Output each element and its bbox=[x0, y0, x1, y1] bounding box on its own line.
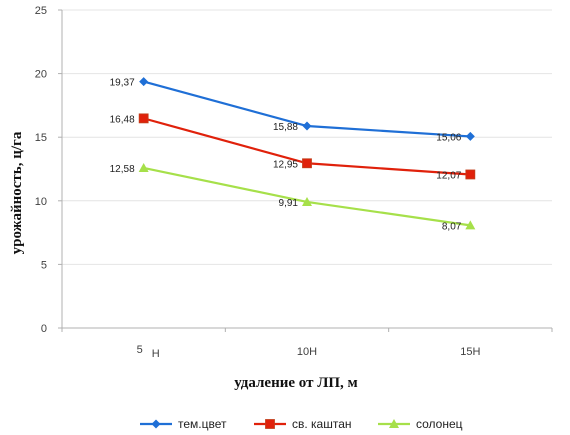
x-axis-title: удаление от ЛП, м bbox=[234, 375, 358, 391]
y-tick-labels: 0 5 10 15 20 25 bbox=[35, 5, 47, 335]
gridlines bbox=[62, 9, 552, 265]
y-tick-label-0: 0 bbox=[41, 323, 47, 335]
y-tick-label-25: 25 bbox=[35, 5, 47, 17]
point-1-0 bbox=[138, 113, 149, 124]
x-tick-labels: 5 Н 10Н 15Н bbox=[137, 344, 481, 360]
point-2-1 bbox=[302, 196, 312, 206]
legend-marker-1 bbox=[265, 419, 275, 429]
point-2-2 bbox=[465, 220, 476, 230]
series-group bbox=[138, 77, 476, 230]
x-tick-label-0-suffix: Н bbox=[152, 348, 160, 360]
data-label-1-1: 12,95 bbox=[273, 159, 298, 170]
legend: тем.цвет св. каштан солонец bbox=[140, 417, 463, 431]
legend-label-2: солонец bbox=[416, 417, 463, 431]
legend-marker-0 bbox=[151, 419, 161, 429]
y-axis-title: урожайность, ц/га bbox=[9, 131, 25, 254]
y-tick-label-15: 15 bbox=[35, 132, 47, 144]
x-tick-label-2: 15Н bbox=[460, 346, 480, 358]
axes bbox=[58, 9, 553, 332]
legend-marker-2 bbox=[389, 419, 399, 428]
data-label-1-0: 16,48 bbox=[110, 114, 135, 125]
point-0-1 bbox=[302, 121, 312, 131]
point-0-0 bbox=[139, 77, 149, 87]
point-0-2 bbox=[465, 131, 475, 141]
data-label-1-2: 12,07 bbox=[436, 170, 461, 181]
y-tick-label-5: 5 bbox=[41, 259, 47, 271]
point-2-0 bbox=[138, 162, 149, 172]
data-labels: 19,37 15,88 15,06 16,48 12,95 12,07 12,58 9,91 8… bbox=[110, 78, 462, 233]
data-label-0-2: 15,06 bbox=[436, 132, 461, 143]
x-tick-label-1: 10Н bbox=[297, 346, 317, 358]
x-tick-label-0: 5 bbox=[137, 344, 143, 356]
series-line-2 bbox=[143, 166, 471, 227]
data-label-0-0: 19,37 bbox=[110, 78, 135, 89]
y-tick-label-20: 20 bbox=[35, 69, 47, 81]
data-label-0-1: 15,88 bbox=[273, 122, 298, 133]
point-1-1 bbox=[302, 158, 312, 169]
legend-label-1: св. каштан bbox=[292, 417, 352, 431]
data-label-2-0: 12,58 bbox=[110, 164, 135, 175]
data-label-2-1: 9,91 bbox=[279, 198, 299, 209]
y-tick-label-10: 10 bbox=[35, 196, 47, 208]
point-1-2 bbox=[465, 169, 476, 180]
legend-label-0: тем.цвет bbox=[178, 417, 227, 431]
data-label-2-2: 8,07 bbox=[442, 221, 462, 232]
